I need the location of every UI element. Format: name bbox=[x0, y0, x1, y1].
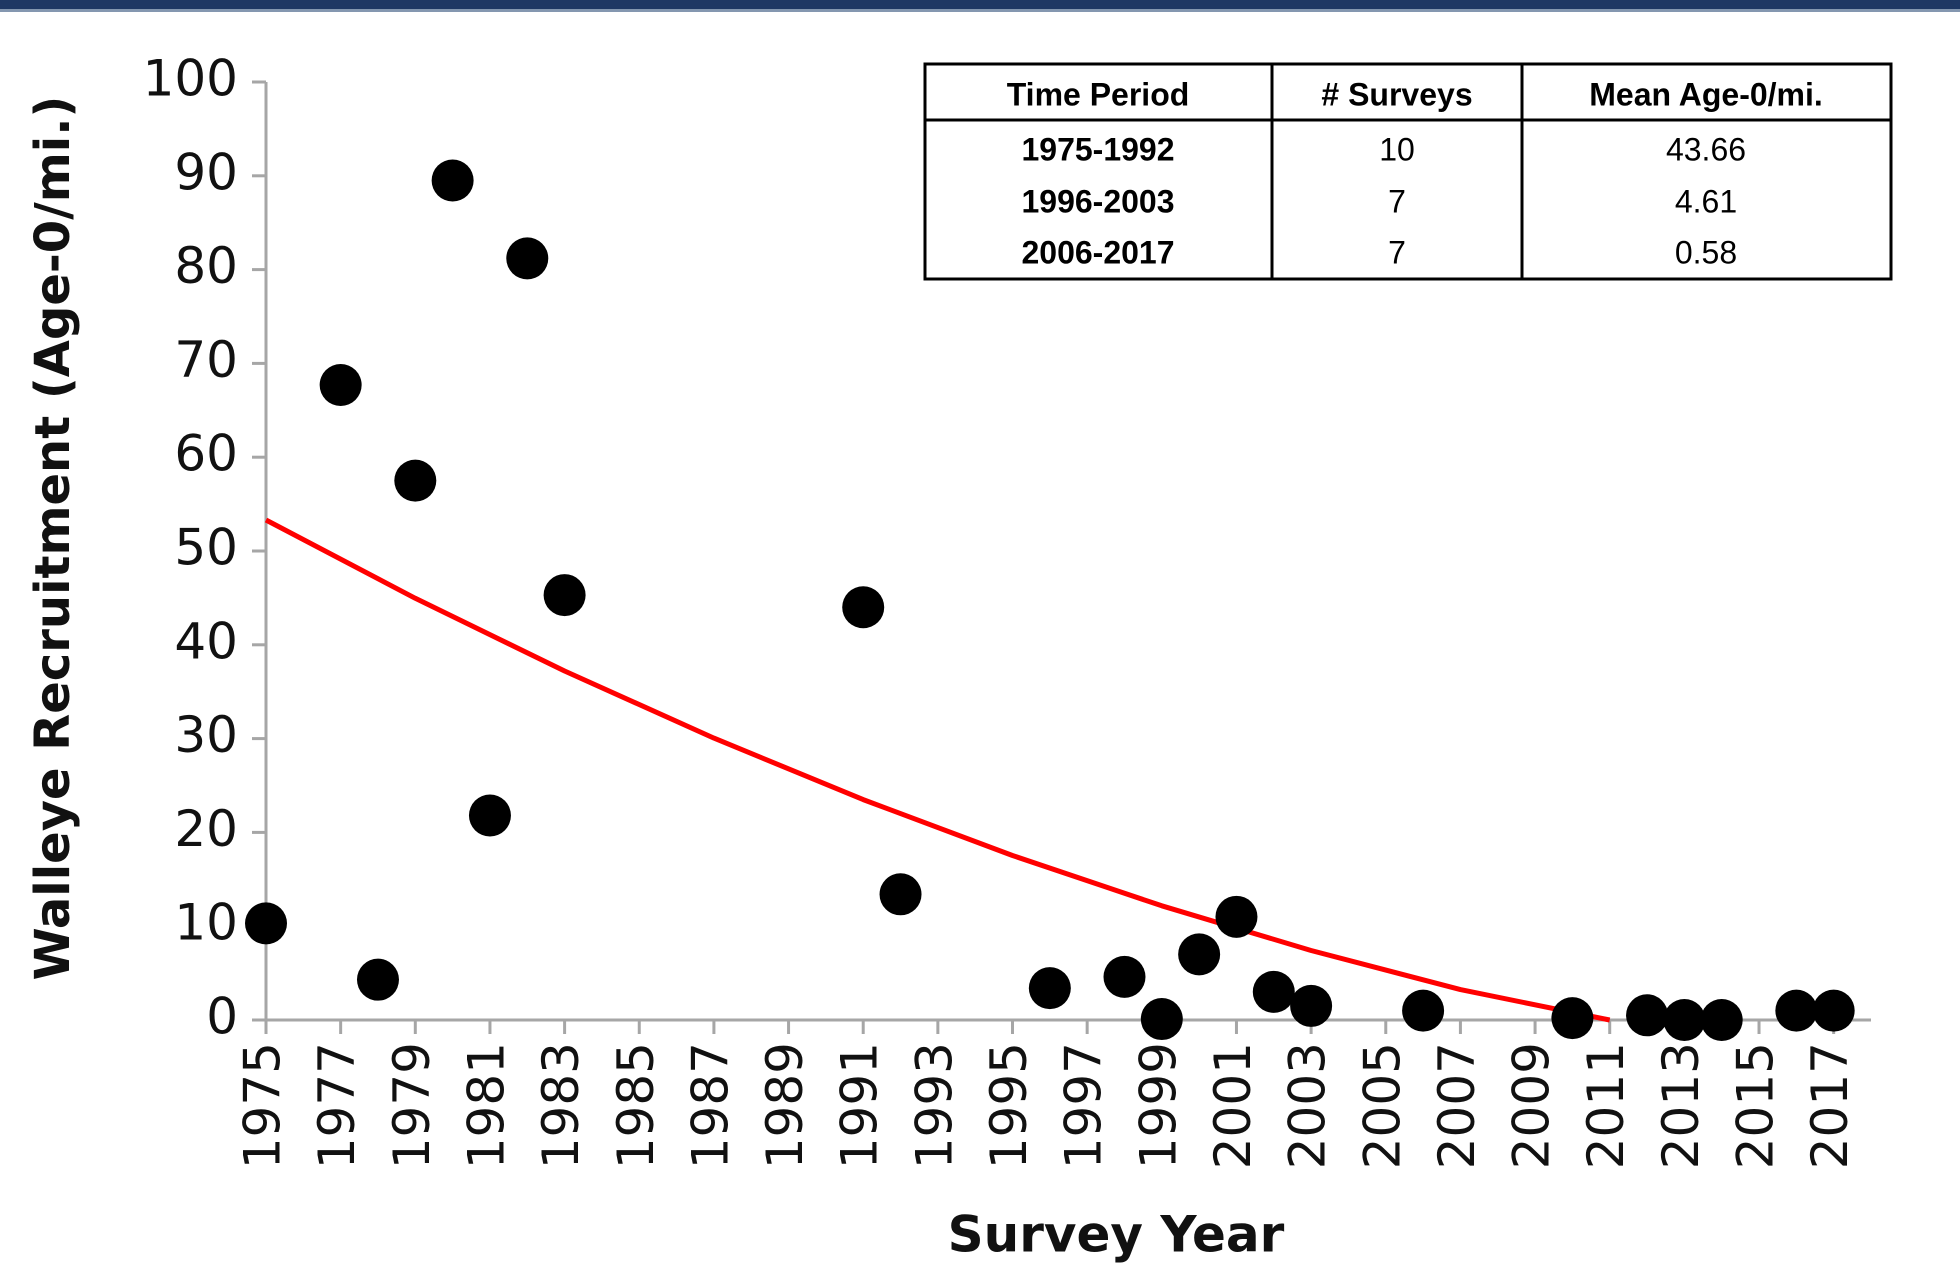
y-tick-label: 30 bbox=[174, 706, 238, 764]
data-point bbox=[543, 574, 586, 617]
x-tick-label: 2017 bbox=[1801, 1042, 1859, 1169]
table-cell: 7 bbox=[1388, 234, 1406, 270]
data-point bbox=[1775, 989, 1818, 1032]
table-cell: 1996-2003 bbox=[1021, 183, 1174, 219]
table-cell: 7 bbox=[1388, 183, 1406, 219]
data-point bbox=[1252, 970, 1295, 1013]
table-cell: 1975-1992 bbox=[1021, 131, 1174, 167]
data-point bbox=[245, 902, 287, 945]
table-cell: 2006-2017 bbox=[1021, 234, 1174, 270]
x-axis-label: Survey Year bbox=[948, 1206, 1285, 1264]
data-point bbox=[1700, 999, 1743, 1041]
x-tick-label: 1991 bbox=[831, 1042, 889, 1169]
y-tick-label: 10 bbox=[174, 894, 238, 952]
data-point bbox=[319, 363, 362, 406]
data-point bbox=[1551, 997, 1594, 1040]
data-point bbox=[1626, 994, 1669, 1037]
x-tick-label: 1983 bbox=[532, 1042, 590, 1169]
x-tick-label: 2009 bbox=[1503, 1042, 1561, 1169]
table-cell: 43.66 bbox=[1666, 131, 1746, 167]
table-header: # Surveys bbox=[1321, 76, 1472, 112]
x-tick-label: 1981 bbox=[457, 1042, 515, 1169]
x-tick-label: 1987 bbox=[681, 1042, 739, 1169]
y-tick-label: 60 bbox=[174, 425, 238, 483]
x-tick-label: 2003 bbox=[1279, 1042, 1337, 1169]
table-header: Mean Age-0/mi. bbox=[1589, 76, 1823, 112]
y-tick-label: 50 bbox=[174, 519, 238, 577]
y-tick-label: 80 bbox=[174, 237, 238, 295]
x-tick-label: 2001 bbox=[1204, 1042, 1262, 1169]
data-point bbox=[1215, 895, 1258, 938]
data-point bbox=[1140, 998, 1183, 1041]
data-point bbox=[468, 794, 511, 837]
data-point bbox=[394, 459, 437, 502]
table-cell: 10 bbox=[1379, 131, 1415, 167]
x-tick-label: 1979 bbox=[383, 1042, 441, 1169]
x-tick-label: 1989 bbox=[756, 1042, 814, 1169]
data-point bbox=[506, 237, 549, 280]
x-tick-label: 1993 bbox=[905, 1042, 963, 1169]
x-tick-label: 2015 bbox=[1727, 1042, 1785, 1169]
x-tick-label: 2005 bbox=[1353, 1042, 1411, 1169]
x-tick-label: 1995 bbox=[980, 1042, 1038, 1169]
data-point bbox=[842, 586, 885, 629]
data-point bbox=[1103, 955, 1146, 998]
y-tick-label: 40 bbox=[174, 612, 238, 670]
x-tick-label: 1977 bbox=[308, 1042, 366, 1169]
y-tick-label: 70 bbox=[174, 331, 238, 389]
y-axis-label: Walleye Recruitment (Age-0/mi.) bbox=[25, 96, 81, 981]
table-cell: 4.61 bbox=[1675, 183, 1737, 219]
x-tick-label: 1997 bbox=[1055, 1042, 1113, 1169]
data-point bbox=[1402, 989, 1445, 1032]
data-point bbox=[1812, 989, 1855, 1032]
data-point bbox=[1663, 999, 1706, 1041]
data-point bbox=[1028, 967, 1071, 1010]
data-point bbox=[356, 958, 399, 1001]
trendline bbox=[264, 517, 1611, 1023]
x-tick-label: 2007 bbox=[1428, 1042, 1486, 1169]
top-bar bbox=[0, 0, 1960, 9]
y-tick-label: 20 bbox=[174, 800, 238, 858]
table-cell: 0.58 bbox=[1675, 234, 1737, 270]
x-tick-label: 2011 bbox=[1577, 1042, 1635, 1169]
y-tick-label: 90 bbox=[174, 143, 238, 201]
data-point bbox=[879, 873, 922, 916]
table-border bbox=[923, 62, 1893, 281]
y-tick-label: 0 bbox=[206, 988, 238, 1046]
x-tick-label: 1975 bbox=[234, 1042, 292, 1169]
data-point bbox=[431, 159, 474, 202]
summary-table: Time Period # Surveys Mean Age-0/mi. 1975-1… bbox=[923, 62, 1893, 281]
data-point bbox=[1290, 984, 1333, 1027]
table-header: Time Period bbox=[1007, 76, 1190, 112]
y-tick-label: 100 bbox=[143, 50, 238, 108]
top-bar-line bbox=[0, 9, 1960, 12]
x-tick-label: 1999 bbox=[1129, 1042, 1187, 1169]
data-point bbox=[1178, 933, 1221, 976]
x-tick-label: 1985 bbox=[607, 1042, 665, 1169]
x-tick-label: 2013 bbox=[1652, 1042, 1710, 1169]
